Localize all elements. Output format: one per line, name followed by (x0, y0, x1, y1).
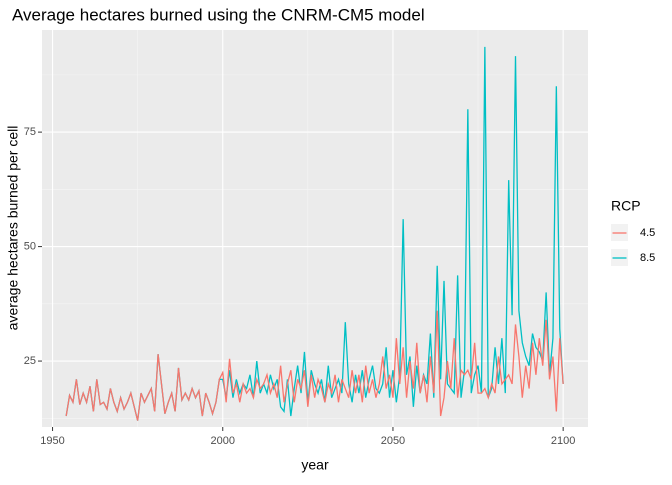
legend-label: 8.5 (640, 252, 655, 264)
legend-label: 4.5 (640, 227, 655, 239)
x-axis-title: year (301, 457, 329, 473)
x-tick-label: 2100 (551, 435, 575, 447)
x-tick-label: 2000 (211, 435, 235, 447)
line (65, 310, 564, 421)
y-tick-label: 50 (24, 240, 36, 252)
chart-title: Average hectares burned using the CNRM-C… (12, 5, 425, 24)
y-tick-label: 25 (24, 355, 36, 367)
legend-title: RCP (611, 198, 641, 214)
x-tick-label: 1950 (40, 435, 64, 447)
y-tick-label: 75 (24, 126, 36, 138)
x-tick-label: 2050 (381, 435, 405, 447)
y-axis-title: average hectares burned per cell (5, 126, 21, 331)
